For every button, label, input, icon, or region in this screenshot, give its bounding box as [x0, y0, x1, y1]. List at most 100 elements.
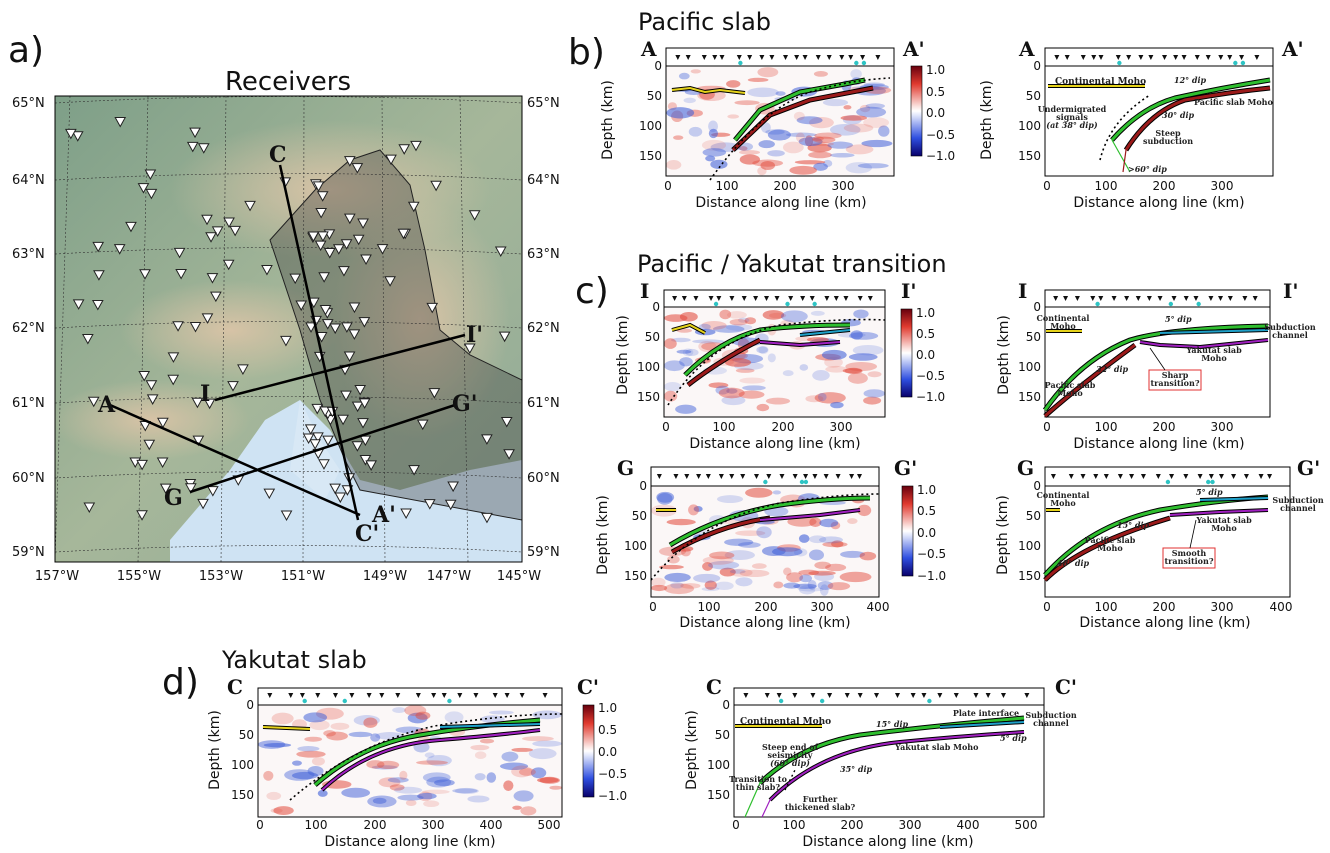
station-marker: [1098, 55, 1104, 60]
image-texture: [812, 369, 830, 381]
annotation: Yakutat slab: [1185, 345, 1242, 355]
receiver-marker: [384, 276, 396, 287]
image-texture: [863, 389, 885, 398]
station-marker: [779, 474, 785, 479]
image-texture: [758, 140, 775, 149]
station-marker: [656, 474, 662, 479]
station-marker: [431, 693, 437, 698]
image-texture: [348, 731, 373, 738]
receiver-marker: [159, 483, 172, 495]
colorbar-tick: 0.5: [917, 504, 936, 518]
lat-label-left: 64°N: [12, 173, 45, 188]
station-marker: [759, 55, 765, 60]
annotation: Steep: [1155, 128, 1181, 138]
receiver-marker: [332, 244, 345, 255]
station-marker: [802, 55, 808, 60]
colorbar-tick: −1.0: [917, 569, 946, 583]
colorbar-tick: 0.0: [926, 106, 945, 120]
station-marker: [736, 55, 742, 60]
station-marker: [1064, 55, 1070, 60]
image-texture: [808, 151, 832, 159]
y-tick-label: 150: [1018, 569, 1041, 583]
receiver-marker: [351, 163, 364, 174]
image-texture: [667, 555, 680, 564]
panel-d-migration-image: C C' Depth (km) 0 50 100 150 0: [207, 675, 627, 850]
receiver-marker: [304, 424, 317, 435]
receiver-marker: [289, 273, 302, 285]
image-texture: [688, 126, 703, 137]
x-tick-label: 200: [755, 600, 778, 614]
receiver-marker: [359, 435, 372, 447]
station-marker: [774, 296, 780, 301]
x-axis-label: Distance along line (km): [1079, 615, 1250, 631]
image-texture: [530, 767, 547, 779]
image-texture: [771, 547, 803, 557]
image-texture: [511, 747, 533, 752]
image-texture: [537, 777, 559, 784]
station-marker: [693, 296, 699, 301]
receiver-marker: [447, 481, 459, 493]
profile-label-g: G: [164, 485, 183, 511]
receiver-marker: [64, 128, 77, 140]
image-texture: [718, 387, 745, 399]
receiver-marker: [191, 397, 204, 409]
profile-start-label: G: [617, 456, 634, 480]
receiver-marker: [481, 434, 493, 445]
receiver-marker: [407, 201, 420, 213]
station-dot: [927, 698, 932, 704]
image-texture: [670, 582, 684, 589]
receiver-marker: [400, 508, 412, 519]
image-texture: [426, 754, 452, 767]
y-tick-label: 0: [722, 698, 730, 712]
colorbar-tick: 0.0: [598, 745, 617, 759]
x-tick-label: 100: [1095, 420, 1118, 434]
map-frame: [55, 96, 522, 562]
station-marker: [794, 55, 800, 60]
image-texture: [863, 396, 882, 405]
y-tick-label: 100: [231, 758, 254, 772]
panel-c-bottom-migration-image: G G' Depth (km) 0 50 100 150 0: [595, 456, 946, 631]
receiver-marker: [175, 268, 187, 280]
image-texture: [520, 806, 537, 816]
receiver-marker: [93, 270, 105, 281]
station-marker: [1157, 296, 1163, 301]
receiver-marker: [206, 273, 219, 284]
image-texture: [767, 129, 791, 141]
colorbar: [900, 308, 913, 398]
image-texture: [666, 160, 682, 170]
station-marker: [1053, 296, 1059, 301]
station-marker: [741, 296, 747, 301]
station-dot: [1210, 479, 1215, 485]
station-marker: [1227, 296, 1233, 301]
image-texture: [426, 776, 452, 788]
image-texture: [452, 788, 478, 794]
lat-label-right: 65°N: [527, 96, 560, 111]
y-tick-label: 50: [715, 728, 730, 742]
image-texture: [353, 715, 380, 726]
profile-label-g-end: G': [452, 391, 478, 417]
station-marker: [874, 693, 880, 698]
image-texture: [263, 742, 292, 748]
station-dot: [799, 479, 805, 485]
receiver-marker: [71, 131, 84, 142]
image-texture: [725, 323, 753, 331]
station-marker: [1227, 55, 1233, 60]
image-texture: [664, 390, 678, 402]
receiver-marker: [145, 188, 158, 200]
colorbar: [582, 704, 595, 798]
lat-label-left: 65°N: [12, 96, 45, 111]
y-tick-label: 100: [1018, 539, 1041, 553]
image-texture: [303, 712, 328, 723]
receiver-marker: [340, 390, 352, 402]
x-axis-label: Distance along line (km): [1073, 195, 1244, 211]
x-tick-label: 500: [538, 818, 561, 832]
image-texture: [513, 790, 534, 802]
lon-label: 147°W: [427, 569, 471, 584]
map-title: Receivers: [225, 67, 351, 97]
image-texture: [501, 751, 519, 762]
x-tick-label: 0: [256, 818, 264, 832]
image-texture: [813, 162, 828, 171]
image-texture: [486, 772, 497, 783]
image-texture: [734, 100, 760, 106]
profile-end-label: A': [1281, 37, 1304, 61]
